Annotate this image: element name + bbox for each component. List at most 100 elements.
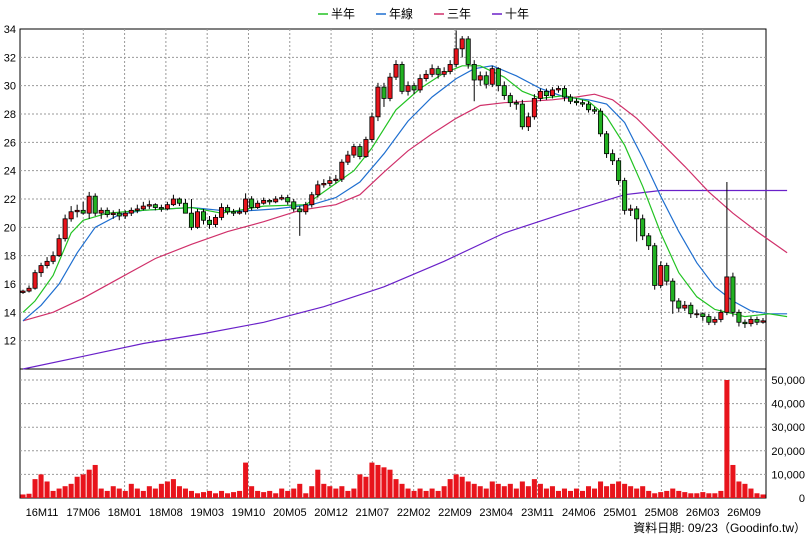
candle bbox=[664, 262, 670, 286]
date-tick-label: 26M09 bbox=[727, 507, 761, 519]
candle-body bbox=[724, 276, 730, 313]
volume-tick-label: 40,000 bbox=[771, 399, 805, 411]
volume-bar bbox=[339, 486, 345, 498]
volume-bar bbox=[411, 490, 417, 498]
volume-bar bbox=[62, 486, 68, 498]
candle-body bbox=[26, 287, 32, 292]
candle bbox=[369, 112, 375, 143]
date-tick-label: 18M08 bbox=[149, 507, 183, 519]
volume-bar bbox=[465, 481, 471, 498]
date-tick-label: 19M03 bbox=[190, 507, 224, 519]
volume-bar bbox=[152, 488, 158, 498]
date-tick-label: 17M06 bbox=[66, 507, 100, 519]
candle bbox=[682, 301, 688, 311]
volume-bar bbox=[140, 490, 146, 498]
candle bbox=[303, 201, 309, 215]
date-tick-label: 20M12 bbox=[314, 507, 348, 519]
candle bbox=[44, 257, 50, 269]
volume-bar bbox=[315, 469, 321, 498]
candle bbox=[610, 149, 616, 165]
volume-tick-label: 10,000 bbox=[771, 469, 805, 481]
price-tick-label: 28 bbox=[4, 109, 16, 121]
candle-body bbox=[291, 201, 297, 210]
volume-bar bbox=[56, 488, 62, 498]
volume-bar bbox=[664, 490, 670, 498]
volume-bar bbox=[32, 479, 38, 498]
candle bbox=[706, 313, 712, 326]
candle bbox=[604, 131, 610, 158]
volume-bar bbox=[706, 493, 712, 498]
candle-body bbox=[92, 195, 98, 214]
legend-item: 年線 bbox=[376, 6, 413, 21]
candle-body bbox=[573, 100, 579, 104]
volume-bar bbox=[351, 488, 357, 498]
volume-bar bbox=[44, 481, 50, 498]
candle bbox=[381, 82, 387, 107]
candle bbox=[92, 193, 98, 216]
candle-body bbox=[483, 75, 489, 85]
candle bbox=[357, 143, 363, 160]
candle bbox=[405, 81, 411, 96]
date-tick-label: 26M03 bbox=[686, 507, 720, 519]
volume-bar bbox=[188, 490, 194, 498]
volume-bar bbox=[267, 490, 273, 498]
volume-bar bbox=[694, 493, 700, 498]
volume-bar bbox=[219, 490, 225, 498]
candle bbox=[519, 99, 525, 130]
candle-body bbox=[363, 139, 369, 157]
candle bbox=[98, 207, 104, 219]
volume-bar bbox=[68, 483, 74, 498]
candle-body bbox=[754, 319, 760, 323]
candle-body bbox=[339, 161, 345, 180]
candle-body bbox=[682, 304, 688, 309]
volume-bar bbox=[441, 486, 447, 498]
candle-body bbox=[188, 212, 194, 228]
candle bbox=[724, 182, 730, 316]
candle-body bbox=[477, 75, 483, 81]
candle-body bbox=[598, 110, 604, 135]
candle-body bbox=[718, 311, 724, 320]
candle-body bbox=[68, 211, 74, 220]
candle-body bbox=[38, 265, 44, 274]
candle-body bbox=[537, 90, 543, 99]
volume-bar bbox=[585, 486, 592, 498]
volume-bar bbox=[261, 492, 267, 498]
candle bbox=[231, 208, 237, 216]
volume-bar bbox=[573, 488, 580, 498]
candle bbox=[249, 196, 255, 211]
candle-body bbox=[417, 78, 423, 91]
date-axis: 16M11 17M06 18M01 18M08 19M03 19M10 20M05 20M12… bbox=[26, 507, 761, 519]
volume-bar bbox=[543, 488, 549, 498]
volume-bar bbox=[561, 488, 567, 498]
candle bbox=[652, 242, 658, 290]
candle bbox=[658, 261, 664, 289]
volume-bar bbox=[86, 469, 92, 498]
candle-body bbox=[122, 212, 128, 217]
candle bbox=[50, 251, 56, 265]
candle-body bbox=[285, 197, 291, 203]
chart-legend: 半年 年線 三年 十年 bbox=[318, 6, 529, 21]
candle-body bbox=[146, 204, 152, 207]
volume-bar bbox=[712, 493, 718, 498]
candle bbox=[80, 201, 86, 215]
candle bbox=[200, 208, 206, 225]
candle bbox=[74, 204, 80, 218]
candle bbox=[592, 106, 598, 114]
candle-body bbox=[441, 71, 447, 75]
candle-body bbox=[261, 200, 267, 204]
candle-body bbox=[549, 89, 555, 96]
candle bbox=[531, 94, 537, 120]
candle bbox=[646, 233, 652, 250]
candle-body bbox=[676, 300, 682, 309]
candle-body bbox=[104, 209, 110, 215]
volume-bar bbox=[146, 486, 152, 498]
volume-bar bbox=[537, 483, 543, 498]
candle bbox=[634, 206, 640, 242]
volume-bar bbox=[122, 490, 128, 498]
candle-body bbox=[646, 235, 652, 247]
candle-body bbox=[760, 320, 766, 323]
ma-10y-line bbox=[22, 189, 788, 370]
candle bbox=[471, 60, 477, 102]
volume-bar bbox=[206, 490, 213, 498]
